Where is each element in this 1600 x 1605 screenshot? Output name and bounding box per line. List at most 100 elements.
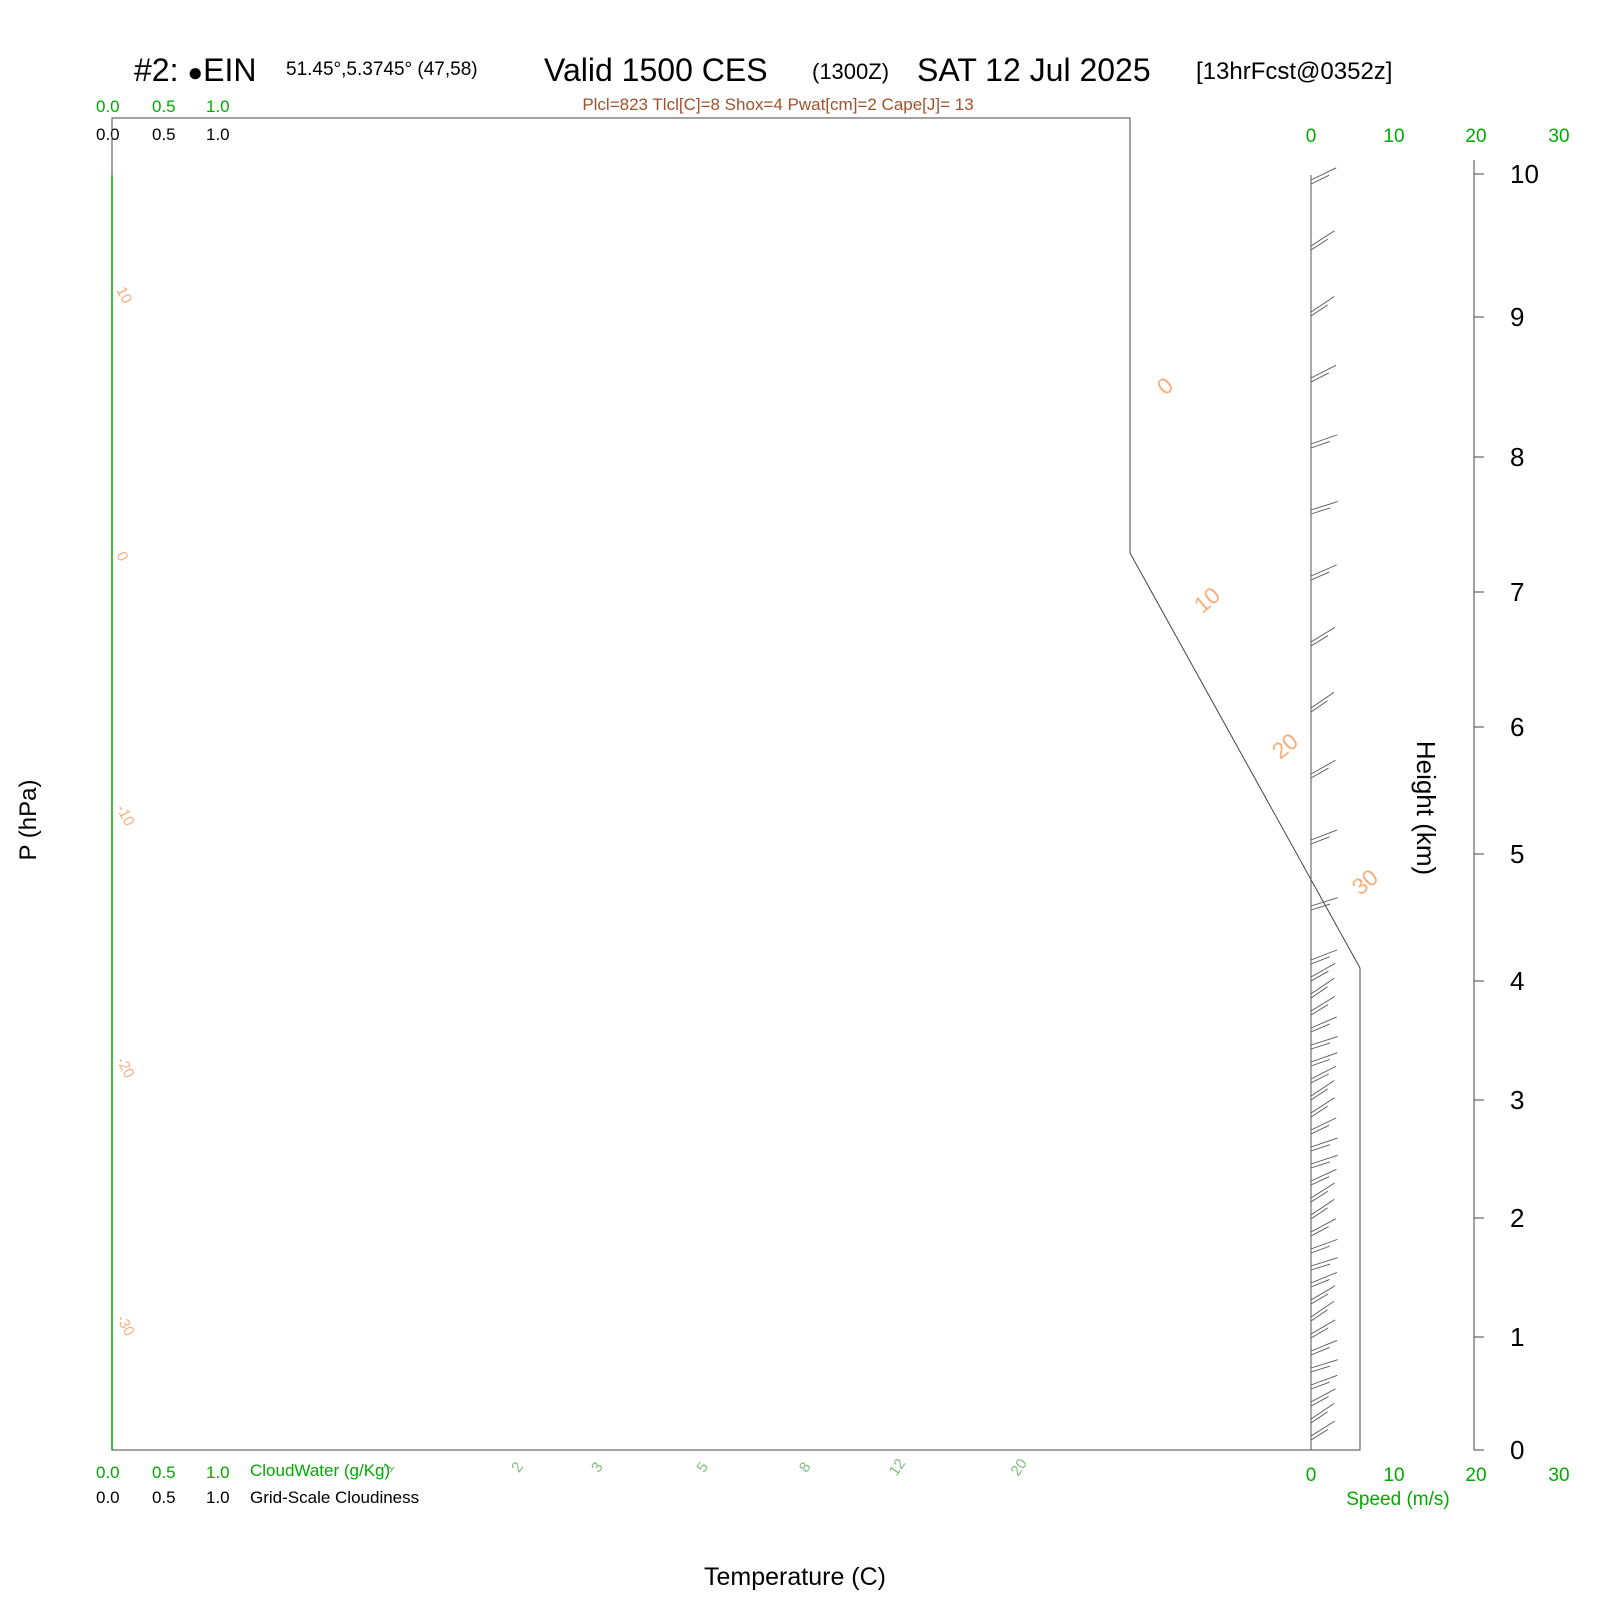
wind-barb-flag [1310, 1293, 1329, 1305]
top-black-0: 0.0 [96, 125, 120, 144]
bottom-green-2: 1.0 [206, 1463, 230, 1482]
station-symbol: ● [187, 57, 203, 87]
top-black-scale: 0.0 0.5 1.0 [96, 125, 230, 144]
dry-adiabat-label: 30 [1347, 864, 1383, 900]
wind-barb-flag [1310, 1161, 1331, 1169]
wind-barb [1310, 230, 1335, 247]
speed-scale-bottom: 0 10 20 30 Speed (m/s) [1306, 1465, 1570, 1510]
bottom-black-2: 1.0 [206, 1488, 230, 1507]
wind-barb-flag [1310, 1042, 1331, 1050]
wind-barb-flag [1310, 507, 1331, 515]
top-green-scale: 0.0 0.5 1.0 [96, 97, 230, 116]
wind-barb [1310, 1319, 1336, 1335]
height-tick-label: 10 [1510, 159, 1539, 189]
top-green-1: 0.5 [152, 97, 176, 116]
wind-barb-flag [1310, 304, 1328, 317]
wind-barb [1310, 1374, 1338, 1386]
wind-barb [1310, 691, 1335, 709]
wind-barb [1310, 1300, 1335, 1318]
zulu-time: (1300Z) [812, 59, 889, 84]
wind-barb-flag [1310, 986, 1328, 999]
wind-barb [1310, 1036, 1338, 1046]
wind-barb [1310, 434, 1338, 445]
wind-barb [1310, 1388, 1336, 1403]
wind-barb-flag [1310, 1365, 1331, 1373]
height-tick-label: 0 [1510, 1435, 1524, 1465]
wind-barb [1310, 1080, 1335, 1097]
wind-barb-flag [1310, 1190, 1329, 1203]
x-axis-label: Temperature (C) [704, 1563, 886, 1591]
wind-barb [1310, 759, 1336, 775]
wind-barb-flag [1310, 1073, 1330, 1084]
wind-barb [1310, 897, 1338, 907]
wind-barb [1310, 829, 1338, 841]
wind-barb-flag [1310, 1396, 1329, 1407]
wind-barb-flag [1310, 1278, 1330, 1288]
mixing-ratio-label: 3 [588, 1459, 607, 1476]
wind-barb-flag [1310, 1226, 1329, 1237]
speed-top-2: 20 [1465, 126, 1486, 147]
isotherm-label: -10 [112, 802, 137, 829]
wind-barb [1310, 962, 1336, 978]
wind-barb-flag [1310, 372, 1330, 383]
wind-barb [1310, 564, 1337, 577]
wind-barb [1310, 996, 1336, 1012]
wind-barb-flag [1310, 1176, 1330, 1186]
dry-adiabat-label: 0 [1152, 372, 1179, 400]
isotherm-label: -20 [112, 1054, 137, 1081]
wind-barb-flag [1310, 836, 1330, 845]
height-tick-label: 5 [1510, 839, 1524, 869]
plot-frame [111, 117, 1361, 1451]
bottom-green-1: 0.5 [152, 1463, 176, 1482]
top-black-1: 0.5 [152, 125, 176, 144]
bottom-black-scale: 0.0 0.5 1.0 Grid-Scale Cloudiness [96, 1488, 419, 1507]
wind-barb [1310, 1065, 1337, 1080]
top-green-0: 0.0 [96, 97, 120, 116]
wind-barb [1310, 1285, 1336, 1301]
height-tick-label: 9 [1510, 302, 1524, 332]
dry-adiabat-label: 10 [1189, 582, 1225, 618]
mixing-ratio-label: 5 [694, 1459, 713, 1476]
height-tick-label: 3 [1510, 1085, 1524, 1115]
height-tick-label: 7 [1510, 577, 1524, 607]
height-tick-label: 4 [1510, 966, 1524, 996]
speed-bottom-2: 20 [1465, 1465, 1486, 1486]
wind-barb-flag [1310, 1263, 1331, 1271]
wind-barb [1310, 1402, 1335, 1420]
wind-barb [1310, 1097, 1335, 1114]
wind-barb [1310, 364, 1337, 379]
height-tick-label: 8 [1510, 442, 1524, 472]
wind-barb-flag [1310, 1023, 1330, 1033]
wind-barb [1310, 1218, 1336, 1233]
wind-barb-flag [1310, 1347, 1330, 1356]
isotherm-label: 10 [112, 284, 135, 307]
wind-barb-flag [1310, 1411, 1328, 1424]
wind-barb [1310, 1168, 1337, 1182]
bottom-black-0: 0.0 [96, 1488, 120, 1507]
wind-barb [1310, 1238, 1338, 1250]
wind-barb [1310, 977, 1335, 995]
wind-barb-flag [1310, 635, 1329, 647]
indices-line: Plcl=823 Tlcl[C]=8 Shox=4 Pwat[cm]=2 Cap… [582, 95, 973, 114]
speed-bottom-1: 10 [1383, 1465, 1404, 1486]
wind-barb-flag [1310, 571, 1330, 581]
wind-barb-flag [1310, 1428, 1329, 1441]
forecast-info: [13hrFcst@0352z] [1196, 58, 1392, 85]
wind-barb-flag [1310, 1058, 1331, 1067]
speed-bottom-0: 0 [1306, 1465, 1317, 1486]
wind-barb-flag [1310, 1144, 1331, 1152]
valid-time: Valid 1500 CES [544, 52, 768, 88]
wind-barb [1310, 1137, 1338, 1148]
wind-barb [1310, 1117, 1337, 1131]
cloudwater-label: CloudWater (g/Kg) [250, 1461, 390, 1480]
wind-barb-flag [1310, 238, 1329, 251]
wind-barb-flag [1310, 1207, 1328, 1220]
wind-barb-flag [1310, 970, 1329, 982]
wind-barb-flag [1310, 1004, 1329, 1016]
mixing-ratio-label: 12 [886, 1456, 909, 1479]
wind-barb-flag [1310, 1327, 1329, 1339]
wind-barb [1310, 1182, 1335, 1199]
wind-barb [1310, 1154, 1338, 1165]
title-line: #2: ●EIN [134, 52, 256, 88]
